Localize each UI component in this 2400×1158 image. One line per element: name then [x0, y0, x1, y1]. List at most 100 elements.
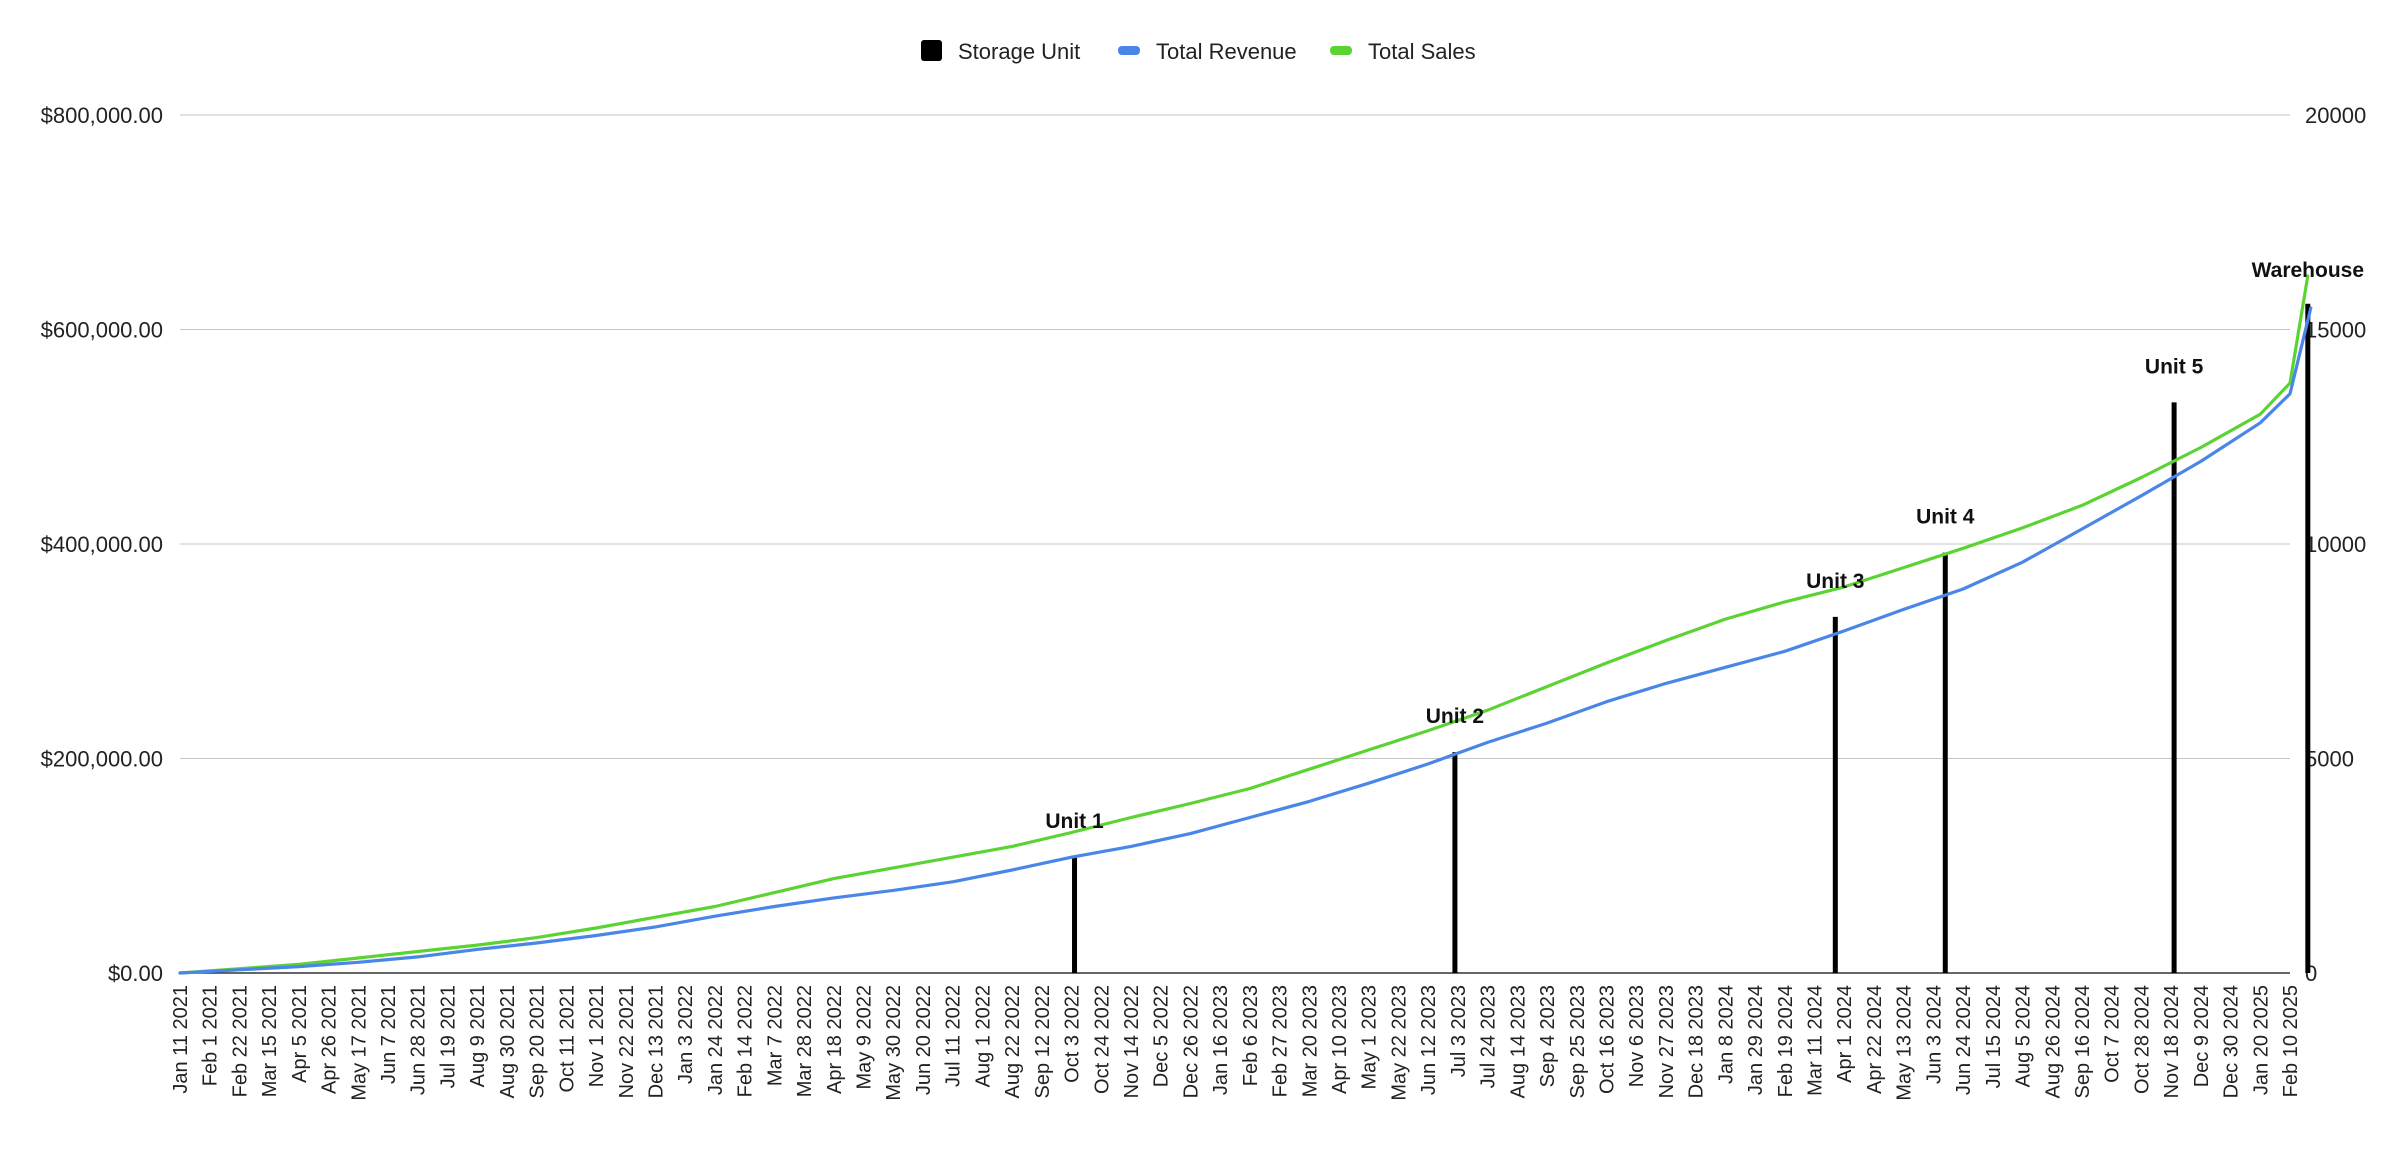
- x-axis-tick-label: Feb 22 2021: [229, 985, 251, 1097]
- x-axis-tick-label: Aug 5 2024: [2013, 985, 2035, 1087]
- x-axis-tick-label: Jan 20 2025: [2250, 985, 2272, 1095]
- x-axis-tick-label: May 1 2023: [1359, 985, 1381, 1090]
- x-axis-tick-label: Oct 3 2022: [1062, 985, 1084, 1083]
- x-axis-tick-label: Apr 26 2021: [319, 985, 341, 1094]
- x-axis-tick-label: Aug 9 2021: [467, 985, 489, 1087]
- x-axis-tick-label: Mar 15 2021: [259, 985, 281, 1097]
- x-axis-tick-label: Oct 24 2022: [1091, 985, 1113, 1094]
- x-axis-tick-label: May 13 2024: [1894, 985, 1916, 1101]
- x-axis-tick-label: Apr 10 2023: [1329, 985, 1351, 1094]
- x-axis-tick-label: Mar 20 2023: [1299, 985, 1321, 1097]
- storage-unit-label: Unit 5: [2145, 355, 2204, 378]
- x-axis-tick-label: Oct 28 2024: [2131, 985, 2153, 1094]
- x-axis-tick-label: Oct 7 2024: [2102, 985, 2124, 1083]
- right-axis-tick-label: 5000: [2305, 747, 2354, 772]
- x-axis-tick-label: Oct 11 2021: [556, 985, 578, 1092]
- legend-label: Total Sales: [1368, 39, 1476, 64]
- legend-swatch-square: [921, 40, 942, 61]
- x-axis-tick-label: Jun 28 2021: [408, 985, 430, 1095]
- x-axis-tick-label: Feb 27 2023: [1270, 985, 1292, 1097]
- x-axis-tick-label: Apr 5 2021: [289, 985, 311, 1083]
- right-axis-tick-label: 10000: [2305, 532, 2366, 557]
- x-axis-tick-label: Jan 16 2023: [1210, 985, 1232, 1095]
- x-axis-tick-label: Nov 1 2021: [586, 985, 608, 1087]
- x-axis-tick-label: Apr 22 2024: [1864, 985, 1886, 1094]
- x-axis-tick-label: Feb 6 2023: [1240, 985, 1262, 1086]
- x-axis-tick-label: Nov 22 2021: [616, 985, 638, 1098]
- x-axis-tick-label: Jun 7 2021: [378, 985, 400, 1084]
- total-revenue-line: [178, 306, 2313, 975]
- x-axis-tick-label: Feb 14 2022: [735, 985, 757, 1097]
- x-axis-tick-label: Jun 12 2023: [1418, 985, 1440, 1095]
- storage-unit-label: Unit 2: [1426, 705, 1484, 728]
- x-axis-tick-label: Jul 24 2023: [1478, 985, 1500, 1088]
- x-axis-tick-label: Dec 26 2022: [1180, 985, 1202, 1098]
- x-axis-tick-label: Mar 7 2022: [764, 985, 786, 1086]
- storage-unit-label: Unit 1: [1045, 810, 1104, 833]
- x-axis-tick-label: Feb 10 2025: [2280, 985, 2302, 1097]
- x-axis-tick-label: Jun 20 2022: [913, 985, 935, 1095]
- storage-unit-labels: Unit 1 Unit 2 Unit 3 Unit 4 Unit 5 Warehouse: [1045, 259, 2364, 833]
- right-axis-tick-label: 15000: [2305, 318, 2366, 343]
- x-axis-tick-label: Jan 8 2024: [1715, 985, 1737, 1084]
- storage-unit-label: Unit 3: [1806, 570, 1864, 593]
- x-axis-tick-label: Dec 5 2022: [1151, 985, 1173, 1087]
- x-axis-tick-label: Oct 16 2023: [1596, 985, 1618, 1094]
- x-axis-tick-label: Sep 20 2021: [527, 985, 549, 1098]
- x-axis-tick-label: Mar 28 2022: [794, 985, 816, 1097]
- x-axis-tick-label: Jan 11 2021: [170, 985, 192, 1094]
- storage-unit-label: Warehouse: [2252, 259, 2364, 282]
- x-axis-tick-label: May 17 2021: [348, 985, 370, 1101]
- x-axis-tick-label: May 30 2022: [883, 985, 905, 1101]
- left-axis-tick-label: $0.00: [108, 961, 163, 986]
- x-axis-tick-label: Nov 27 2023: [1656, 985, 1678, 1098]
- x-axis-tick-label: Feb 1 2021: [200, 985, 222, 1086]
- x-axis-tick-label: May 9 2022: [854, 985, 876, 1090]
- x-axis-tick-label: Aug 14 2023: [1507, 985, 1529, 1098]
- x-axis-tick-label: Aug 30 2021: [497, 985, 519, 1098]
- total-sales-line: [178, 274, 2310, 975]
- x-axis-ticks: Jan 11 2021 Feb 1 2021 Feb 22 2021 Mar 15 2…: [170, 985, 2302, 1101]
- legend-label: Total Revenue: [1156, 39, 1297, 64]
- right-axis-tick-label: 20000: [2305, 103, 2366, 128]
- x-axis-tick-label: Feb 19 2024: [1775, 985, 1797, 1097]
- x-axis-tick-label: Mar 11 2024: [1805, 985, 1827, 1096]
- x-axis-tick-label: Sep 4 2023: [1537, 985, 1559, 1087]
- x-axis-tick-label: Nov 18 2024: [2161, 985, 2183, 1098]
- x-axis-tick-label: Nov 14 2022: [1121, 985, 1143, 1098]
- storage-unit-label: Unit 4: [1916, 506, 1975, 529]
- x-axis-tick-label: Jul 3 2023: [1448, 985, 1470, 1077]
- x-axis-tick-label: Sep 16 2024: [2072, 985, 2094, 1098]
- left-axis-tick-label: $600,000.00: [41, 318, 163, 343]
- legend-label: Storage Unit: [958, 39, 1080, 64]
- left-axis-tick-label: $200,000.00: [41, 747, 163, 772]
- x-axis-tick-label: Jul 15 2024: [1983, 985, 2005, 1088]
- storage-unit-bars: [1072, 303, 2311, 973]
- grid-lines: [180, 114, 2290, 974]
- series-lines: [178, 274, 2313, 975]
- x-axis-tick-label: Aug 22 2022: [1002, 985, 1024, 1098]
- x-axis-tick-label: Sep 25 2023: [1567, 985, 1589, 1098]
- left-axis-ticks: $0.00 $200,000.00 $400,000.00 $600,000.00 $8…: [41, 103, 163, 986]
- x-axis-tick-label: Dec 13 2021: [645, 985, 667, 1098]
- x-axis-tick-label: Jul 11 2022: [943, 985, 965, 1087]
- x-axis-tick-label: Dec 30 2024: [2221, 985, 2243, 1098]
- left-axis-tick-label: $800,000.00: [41, 103, 163, 128]
- x-axis-tick-label: Dec 9 2024: [2191, 985, 2213, 1087]
- x-axis-tick-label: Sep 12 2022: [1032, 985, 1054, 1098]
- x-axis-tick-label: Aug 1 2022: [972, 985, 994, 1087]
- x-axis-tick-label: Dec 18 2023: [1686, 985, 1708, 1098]
- left-axis-tick-label: $400,000.00: [41, 532, 163, 557]
- legend-swatch-line: [1330, 46, 1352, 55]
- x-axis-tick-label: Jan 24 2022: [705, 985, 727, 1095]
- x-axis-tick-label: Nov 6 2023: [1626, 985, 1648, 1087]
- x-axis-tick-label: Jun 24 2024: [1953, 985, 1975, 1095]
- x-axis-tick-label: May 22 2023: [1388, 985, 1410, 1101]
- x-axis-tick-label: Jan 29 2024: [1745, 985, 1767, 1095]
- x-axis-tick-label: Apr 1 2024: [1834, 985, 1856, 1083]
- x-axis-tick-label: Jun 3 2024: [1923, 985, 1945, 1084]
- x-axis-tick-label: Aug 26 2024: [2042, 985, 2064, 1098]
- x-axis-tick-label: Apr 18 2022: [824, 985, 846, 1094]
